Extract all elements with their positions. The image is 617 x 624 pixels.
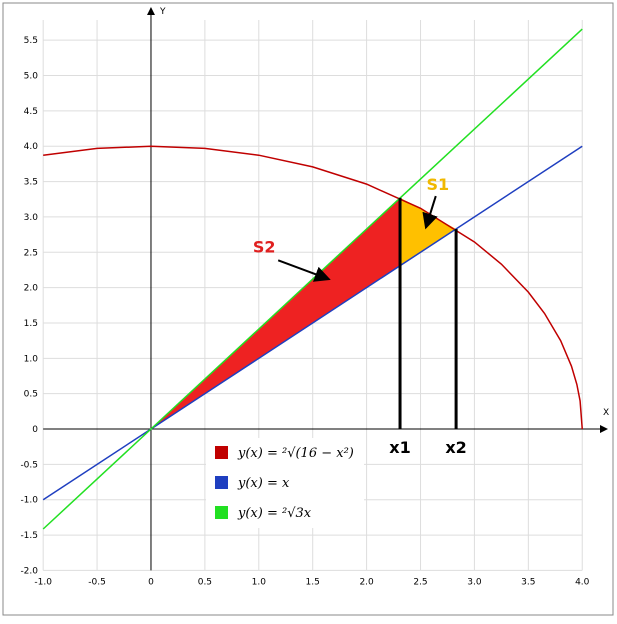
x-tick-label: 2.0 <box>359 577 374 587</box>
curve <box>43 145 583 430</box>
legend-swatch <box>215 446 228 459</box>
x-tick-label: 3.5 <box>521 577 535 587</box>
x-tick-label: -0.5 <box>88 577 106 587</box>
y-tick-label: 0 <box>32 425 38 435</box>
x-tick-label: 1.5 <box>306 577 320 587</box>
y-tick-label: -0.5 <box>20 460 38 470</box>
arrow <box>277 259 331 282</box>
y-axis-label: Y <box>159 7 166 17</box>
y-tick-label: 4.0 <box>24 142 39 152</box>
y-tick-label: 4.5 <box>24 107 38 117</box>
y-tick-label: 1.5 <box>24 319 38 329</box>
y-tick-label: -2.0 <box>20 566 38 576</box>
legend-label: y(x) = ²√3x <box>237 506 312 521</box>
x-tick-label: -1.0 <box>34 577 52 587</box>
x-tick-label: 3.0 <box>467 577 482 587</box>
y-tick-label: 2.5 <box>24 248 38 258</box>
y-tick-label: 3.5 <box>24 178 38 188</box>
x-marker-label: x1 <box>389 438 410 457</box>
x-tick-label: 1.0 <box>252 577 267 587</box>
x-tick-label: 4.0 <box>575 577 590 587</box>
y-tick-label: -1.5 <box>20 531 38 541</box>
y-tick-label: 5.0 <box>24 72 39 82</box>
x-tick-label: 0 <box>148 577 154 587</box>
y-tick-label: 3.0 <box>24 213 39 223</box>
y-tick-label: 2.0 <box>24 284 39 294</box>
region-label: S1 <box>426 175 449 194</box>
curve <box>42 145 583 501</box>
legend-swatch <box>215 506 228 519</box>
legend-label: y(x) = x <box>237 476 290 491</box>
y-tick-label: 5.5 <box>24 36 38 46</box>
frame <box>2 2 614 616</box>
x-marker-label: x2 <box>445 438 466 457</box>
curve <box>42 28 583 530</box>
y-tick-label: 0.5 <box>24 390 38 400</box>
legend-swatch <box>215 476 228 489</box>
x-axis-label: X <box>603 408 609 418</box>
region <box>400 197 457 266</box>
legend <box>206 438 364 528</box>
y-tick-label: -1.0 <box>20 496 38 506</box>
x-tick-label: 0.5 <box>198 577 212 587</box>
legend-label: y(x) = ²√(16 − x²) <box>237 446 354 461</box>
arrow <box>422 195 438 230</box>
region-label: S2 <box>253 237 276 256</box>
y-tick-label: 1.0 <box>24 354 39 364</box>
x-tick-label: 2.5 <box>413 577 427 587</box>
